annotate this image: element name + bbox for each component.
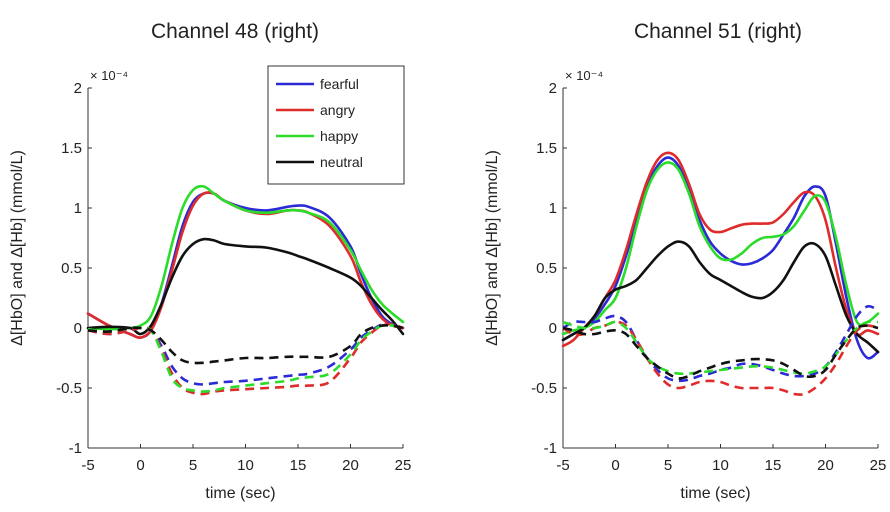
x-tick-label: 20: [817, 457, 834, 474]
x-tick-label: 20: [342, 457, 359, 474]
x-tick-label: 10: [237, 457, 254, 474]
series-line-fearful-hbo: [561, 156, 880, 360]
y-tick-label: 1: [74, 200, 82, 217]
y-tick-label: 0: [549, 320, 557, 337]
series-line-neutral-hb: [562, 324, 879, 380]
y-axis-label: Δ[HbO] and Δ[Hb] (mmol/L): [484, 150, 501, 346]
y-axis-label: Δ[HbO] and Δ[Hb] (mmol/L): [9, 150, 26, 346]
series-line-angry-hbo: [561, 151, 880, 348]
y-tick-label: -1: [544, 440, 557, 457]
legend-label-happy: happy: [320, 128, 358, 144]
y-tick-label: -1: [69, 440, 82, 457]
y-tick-label: -0.5: [56, 380, 82, 397]
series-line-angry-hb: [562, 320, 879, 396]
y-exponent-label: × 10⁻⁴: [565, 68, 603, 83]
y-tick-label: 2: [74, 80, 82, 97]
chart-title: Channel 51 (right): [634, 20, 802, 43]
x-tick-label: 25: [395, 457, 412, 474]
chart-panel-2: Channel 51 (right) -5 0 5 10 15 20 25 -1 -0.5 0 0.5…: [484, 20, 886, 502]
y-tick-label: 1.5: [536, 140, 557, 157]
legend-label-neutral: neutral: [320, 154, 363, 170]
y-tick-label: -0.5: [531, 380, 557, 397]
x-tick-label: -5: [81, 457, 94, 474]
series-line-happy-hbo: [86, 184, 405, 331]
legend-label-angry: angry: [320, 102, 355, 118]
x-tick-label: 25: [870, 457, 887, 474]
x-tick-label: 15: [765, 457, 782, 474]
chart-panel-1: Channel 48 (right) -5 0 5 10 15 20 25 -1 -0.5 0 0.5…: [9, 20, 411, 502]
y-tick-label: 0: [74, 320, 82, 337]
x-axis-label: time (sec): [205, 485, 275, 502]
legend: fearful angry happy neutral: [267, 65, 405, 185]
legend-label-fearful: fearful: [320, 76, 359, 92]
y-tick-label: 0.5: [536, 260, 557, 277]
y-tick-label: 2: [549, 80, 557, 97]
legend-box: [267, 65, 405, 185]
y-tick-label: 0.5: [61, 260, 82, 277]
series-line-angry-hbo: [86, 191, 405, 339]
x-tick-label: 15: [290, 457, 307, 474]
x-tick-label: 0: [136, 457, 144, 474]
x-tick-label: 0: [611, 457, 619, 474]
series-line-neutral-hbo: [86, 237, 405, 336]
series-line-happy-hbo: [561, 161, 880, 336]
series-line-fearful-hb: [87, 322, 404, 386]
series-line-neutral-hb: [87, 324, 404, 365]
chart-title: Channel 48 (right): [151, 20, 319, 43]
y-tick-label: 1: [549, 200, 557, 217]
x-tick-label: 10: [712, 457, 729, 474]
y-tick-label: 1.5: [61, 140, 82, 157]
x-axis-label: time (sec): [680, 485, 750, 502]
y-exponent-label: × 10⁻⁴: [90, 68, 128, 83]
series-line-neutral-hbo: [561, 240, 880, 354]
x-tick-label: -5: [556, 457, 569, 474]
series-line-happy-hb: [562, 320, 879, 376]
x-tick-label: 5: [189, 457, 197, 474]
x-tick-label: 5: [664, 457, 672, 474]
